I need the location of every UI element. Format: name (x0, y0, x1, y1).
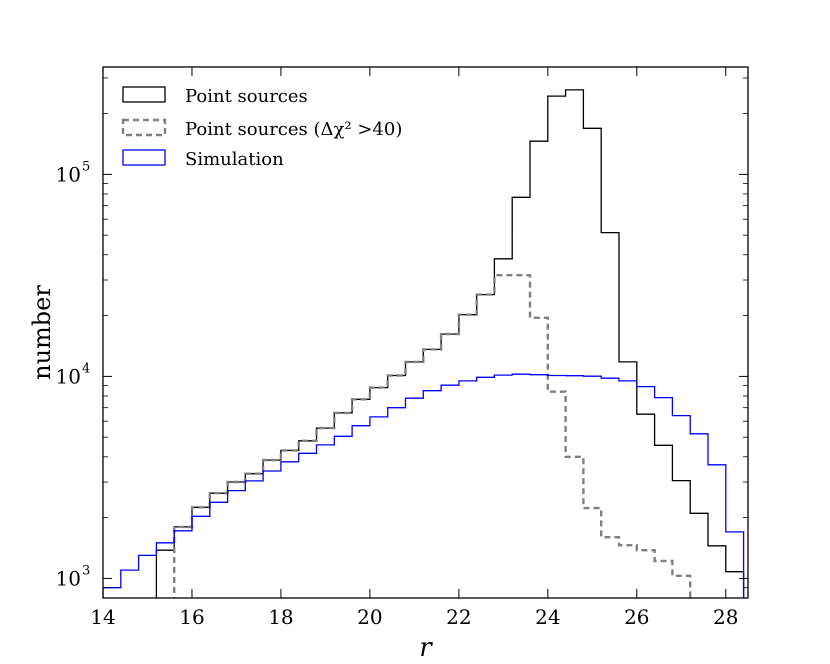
x-tick-label: 26 (624, 605, 649, 629)
legend-swatch (122, 86, 166, 103)
series-1-histogram-line (173, 274, 692, 598)
legend-label: Point sources (Δχ² >40) (185, 119, 402, 140)
y-tick-label: 10 3 (56, 563, 91, 590)
y-tick-base: 10 (56, 364, 81, 388)
x-tick-label: 20 (357, 605, 382, 629)
axes-frame (102, 66, 749, 599)
legend-entry: Point sources (122, 86, 308, 107)
legend-swatch (122, 149, 166, 166)
series-2-histogram-line (103, 373, 745, 598)
x-tick-label: 18 (268, 605, 293, 629)
legend-swatch (121, 118, 167, 137)
x-tick-label: 24 (535, 605, 560, 629)
y-axis-label: number (28, 285, 56, 380)
y-tick-exponent: 5 (82, 159, 90, 174)
legend-entry: Point sources (Δχ² >40) (121, 118, 402, 140)
y-tick-label: 10 5 (56, 159, 91, 186)
y-tick-label: 10 4 (56, 361, 91, 388)
y-tick-base: 10 (56, 566, 81, 590)
x-tick-label: 22 (446, 605, 471, 629)
x-axis: 14 16 18 20 22 24 26 28 (90, 67, 738, 629)
legend-label: Point sources (185, 86, 308, 107)
x-tick-label: 16 (179, 605, 204, 629)
legend-entry: Simulation (122, 149, 284, 170)
x-tick-label: 28 (713, 605, 738, 629)
x-tick-label: 14 (90, 605, 115, 629)
y-tick-exponent: 3 (82, 563, 90, 578)
y-tick-base: 10 (56, 162, 81, 186)
y-tick-exponent: 4 (82, 361, 90, 376)
legend-label: Simulation (185, 149, 284, 170)
legend: Point sources Point sources (Δχ² >40) Simu… (121, 86, 402, 170)
series-group (103, 89, 745, 598)
x-axis-label: r (419, 633, 433, 663)
